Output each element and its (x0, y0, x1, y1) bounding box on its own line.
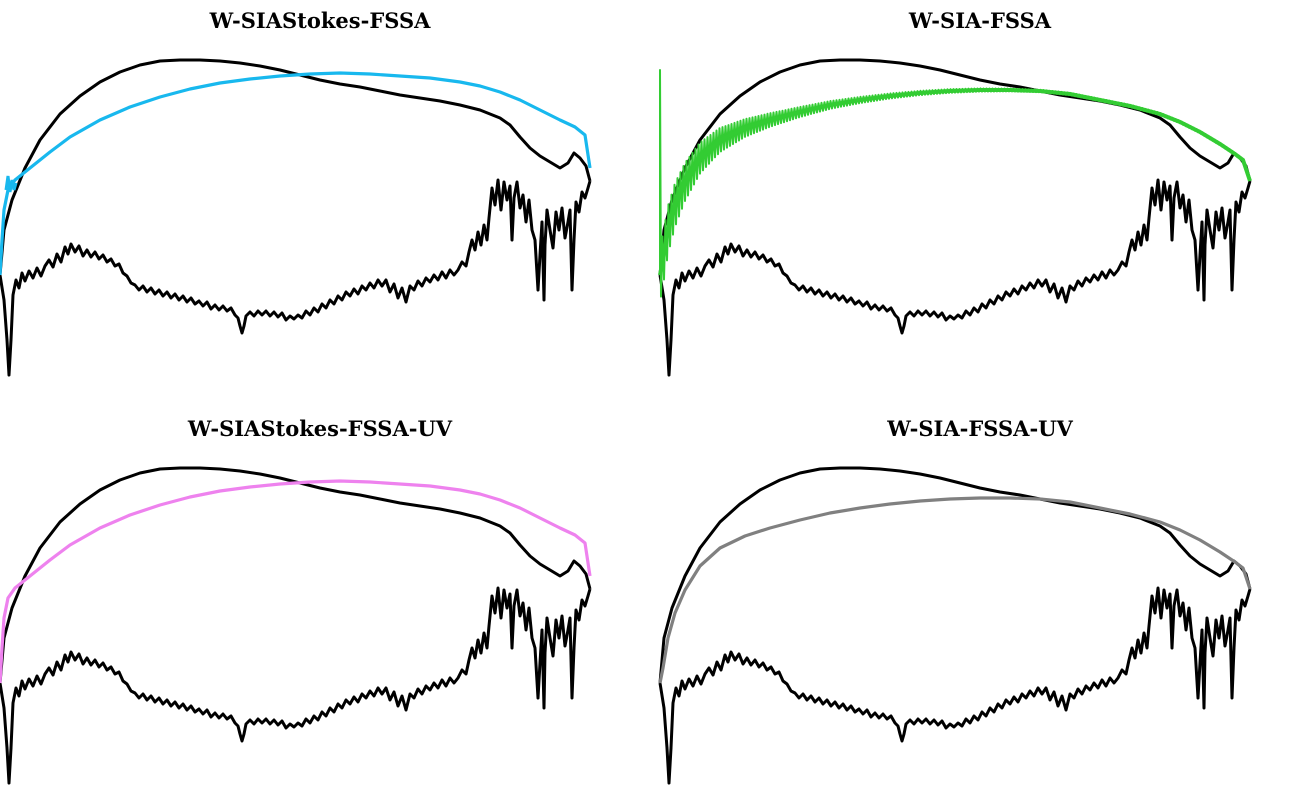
bed-profile-line (658, 586, 1252, 785)
model-surface-line (0, 479, 592, 684)
model-surface-wiggle (4, 175, 18, 193)
panel-title: W-SIAStokes-FSSA-UV (187, 416, 453, 441)
panel-w-sia-fssa-uv: W-SIA-FSSA-UV (658, 408, 1300, 798)
observed-surface-line (658, 466, 1252, 684)
observed-surface-line (0, 466, 592, 684)
observed-surface-line (658, 58, 1252, 276)
plot-area (0, 466, 592, 785)
plot-area (658, 466, 1252, 785)
panel-title: W-SIAStokes-FSSA (209, 8, 431, 33)
panel-w-siastokes-fssa: W-SIAStokes-FSSA (0, 0, 640, 390)
panel-title: W-SIA-FSSA-UV (887, 416, 1073, 441)
panel-title: W-SIA-FSSA (908, 8, 1052, 33)
panel-w-siastokes-fssa-uv: W-SIAStokes-FSSA-UV (0, 408, 640, 798)
plot-area (658, 58, 1252, 377)
model-surface-line (658, 496, 1252, 684)
model-surface-line (659, 69, 1250, 298)
bed-profile-line (658, 178, 1252, 377)
observed-surface-line (0, 58, 592, 276)
bed-profile-line (0, 586, 592, 785)
model-surface-line (0, 71, 592, 276)
plot-area (0, 58, 592, 377)
bed-profile-line (0, 178, 592, 377)
panel-w-sia-fssa: W-SIA-FSSA (658, 0, 1300, 390)
model-surface-mean (658, 88, 1252, 276)
